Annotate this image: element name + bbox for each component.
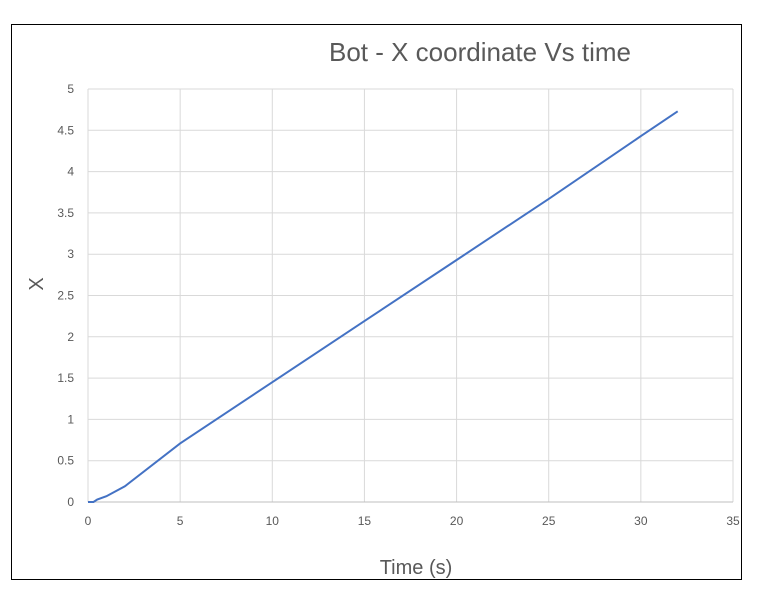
y-tick-label: 0 [67, 495, 74, 509]
x-tick-label: 20 [450, 514, 464, 528]
x-tick-label: 35 [726, 514, 740, 528]
series-line [88, 110, 679, 503]
tick-labels: 0 0.5 1 1.5 2 2.5 3 3.5 4 4.5 5 0 5 10 15 20 25 30 35 [57, 82, 740, 528]
x-tick-label: 25 [542, 514, 556, 528]
y-axis-label: X [26, 277, 48, 290]
y-tick-label: 2.5 [57, 289, 74, 303]
y-tick-label: 4 [67, 165, 74, 179]
y-tick-label: 1.5 [57, 371, 74, 385]
gridlines [87, 88, 734, 502]
y-tick-label: 3 [67, 247, 74, 261]
chart-title: Bot - X coordinate Vs time [329, 37, 631, 67]
chart-frame [11, 24, 742, 580]
x-tick-label: 0 [85, 514, 92, 528]
y-tick-label: 2 [67, 330, 74, 344]
x-axis-label: Time (s) [380, 557, 453, 579]
y-tick-label: 4.5 [57, 123, 74, 137]
x-tick-label: 30 [634, 514, 648, 528]
series-layer [88, 110, 679, 503]
x-tick-label: 5 [177, 514, 184, 528]
x-tick-label: 10 [266, 514, 280, 528]
y-tick-label: 0.5 [57, 454, 74, 468]
y-tick-label: 5 [67, 82, 74, 96]
x-tick-label: 15 [358, 514, 372, 528]
y-tick-label: 3.5 [57, 206, 74, 220]
y-tick-label: 1 [67, 412, 74, 426]
